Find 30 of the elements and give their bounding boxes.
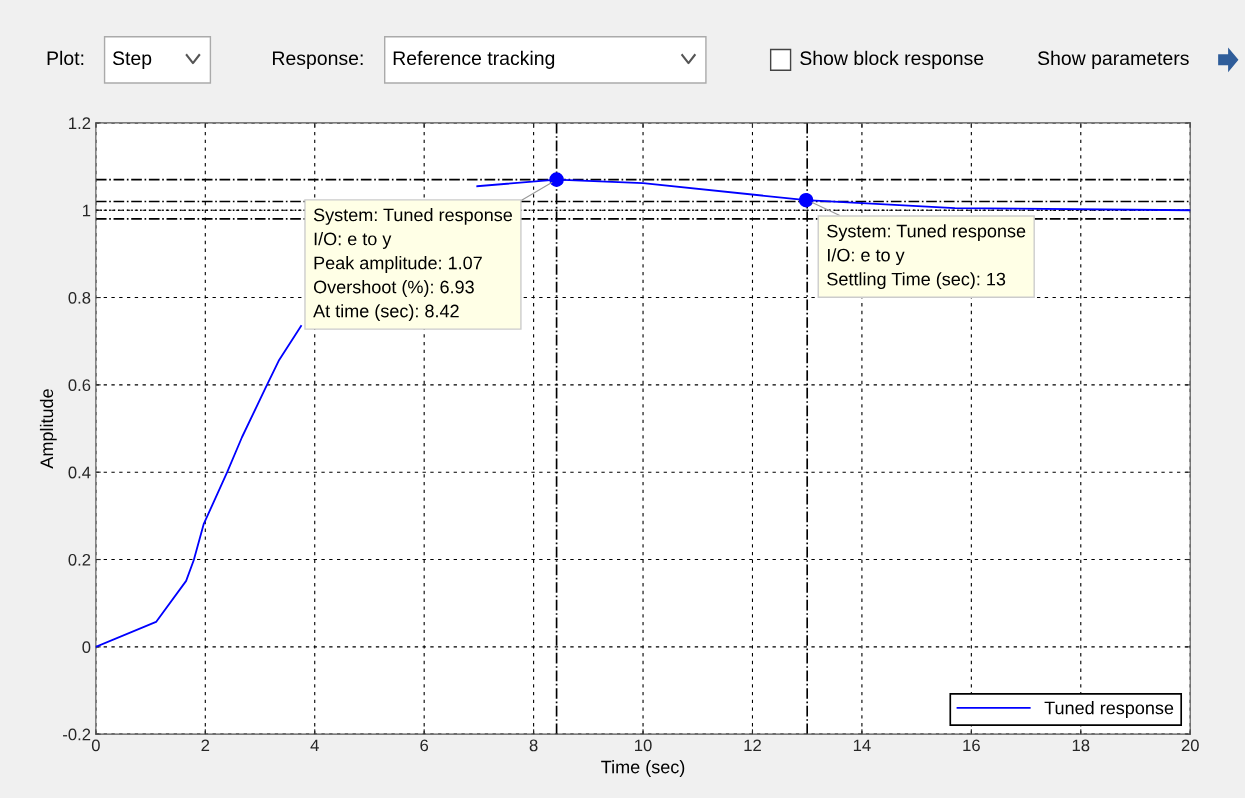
y-tick-label: 0 — [82, 641, 91, 654]
x-tick-label: 4 — [310, 739, 319, 752]
y-tick-label: 0.2 — [68, 553, 91, 566]
x-axis-title: Time (sec) — [601, 760, 685, 777]
y-tick-label: 1.2 — [69, 117, 91, 129]
y-tick-label: 1 — [83, 204, 91, 217]
y-tick-label: 0.6 — [68, 379, 91, 392]
text: Show block response — [800, 50, 984, 69]
annotation: System: Tuned response I/O: e to y Peak amplitude: 1.07 Overshoot (%): 6.93 At time (sec): 8.42 — [313, 208, 513, 321]
x-tick-label: 0 — [91, 739, 100, 752]
x-tick-label: 18 — [1072, 739, 1090, 752]
y-tick-label: 0.4 — [68, 466, 91, 479]
x-tick-label: 20 — [1181, 739, 1199, 752]
text: Step — [112, 51, 152, 69]
y-axis-title: Amplitude — [39, 389, 57, 469]
x-tick-label: 12 — [744, 739, 761, 752]
y-tick-label: 0.8 — [68, 291, 91, 304]
x-tick-label: 14 — [853, 739, 871, 752]
x-tick-label: 2 — [201, 739, 210, 752]
x-tick-label: 6 — [420, 739, 429, 752]
x-tick-label: 8 — [529, 739, 538, 752]
x-tick-label: 10 — [635, 739, 652, 752]
annotation: System: Tuned response I/O: e to y Settling Time (sec): 13 — [827, 224, 1026, 290]
y-tick-label: -0.2 — [63, 728, 91, 741]
text: Plot: — [47, 50, 84, 66]
text: Response: — [273, 51, 363, 69]
x-tick-label: 16 — [963, 739, 980, 752]
text: Reference tracking — [393, 50, 555, 69]
text: Show parameters — [1037, 50, 1189, 69]
legend-label: Tuned response — [1044, 701, 1174, 718]
